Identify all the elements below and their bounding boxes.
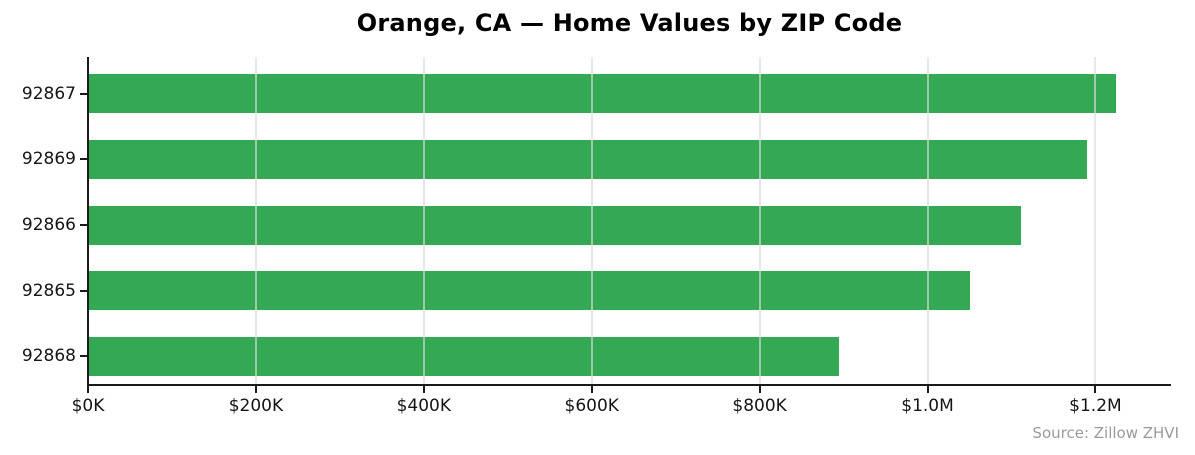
x-tick [422,386,425,393]
bar-92865 [88,271,971,311]
bar-92868 [88,336,840,376]
bar-92869 [88,139,1088,179]
x-tick [926,386,929,393]
x-axis-spine [87,384,1171,386]
x-tick-label-$0K: $0K [71,396,105,416]
x-tick-label-$600K: $600K [564,396,619,416]
y-tick [80,289,88,292]
y-tick-label-92866: 92866 [21,215,76,235]
gridline [254,57,257,385]
x-tick [758,386,761,393]
gridline [1094,57,1097,385]
gridline [590,57,593,385]
gridline [422,57,425,385]
x-tick [87,386,89,393]
bar-92866 [88,205,1021,245]
chart-title: Orange, CA — Home Values by ZIP Code [356,9,903,37]
x-tick-label-$200K: $200K [228,396,284,416]
y-tick [80,355,88,358]
y-axis-spine [87,57,89,386]
plot-area [88,57,1171,385]
x-tick-label-$1.0M: $1.0M [901,396,954,416]
bar-92867 [88,74,1117,114]
x-tick-label-$800K: $800K [732,396,787,416]
x-tick [254,386,257,393]
source-note: Source: Zillow ZHVI [1032,424,1179,442]
y-tick [80,158,88,161]
y-tick-label-92867: 92867 [21,83,76,104]
gridline [926,57,929,385]
y-tick [80,224,88,226]
x-tick [590,386,593,393]
y-tick-label-92869: 92869 [21,149,76,170]
gridline [758,57,761,385]
x-tick [1094,386,1097,393]
x-tick-label-$400K: $400K [396,396,452,416]
y-tick-label-92868: 92868 [21,346,76,367]
x-tick-label-$1.2M: $1.2M [1069,396,1122,416]
y-tick-label-92865: 92865 [21,280,76,301]
y-tick [80,92,88,95]
